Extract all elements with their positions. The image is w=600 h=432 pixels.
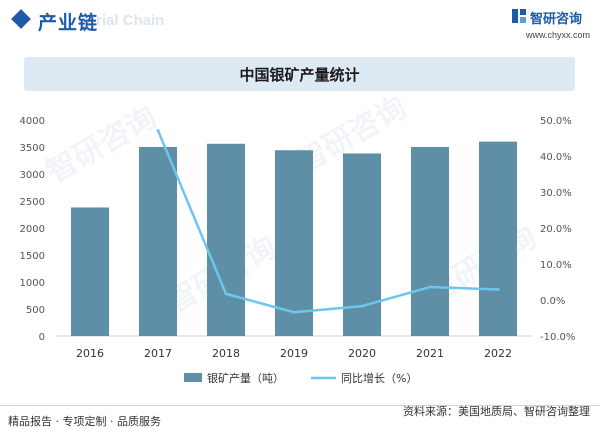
y-left-tick-label: 2500 <box>20 197 45 208</box>
brand-logo-icon <box>512 9 526 23</box>
growth-point <box>360 304 364 308</box>
y-right-tick-label: 30.0% <box>540 188 572 199</box>
growth-point <box>292 310 296 314</box>
x-tick-label: 2017 <box>144 347 172 360</box>
bar <box>275 150 313 336</box>
chart: 0 500 1000 1500 2000 2500 3000 3500 4000 -10.0% 0.… <box>20 116 576 385</box>
bar <box>207 143 245 336</box>
legend-swatch-bar <box>184 373 202 382</box>
growth-line <box>156 129 499 314</box>
y-left-tick-label: 2000 <box>20 224 45 235</box>
header: 产业链 rial Chain 智研咨询 www.chyxx.com <box>0 0 600 44</box>
bar <box>71 207 109 336</box>
x-tick-label: 2021 <box>416 347 444 360</box>
y-left-tick-label: 3500 <box>20 143 45 154</box>
growth-point <box>428 285 432 289</box>
y-left-tick-label: 3000 <box>20 170 45 181</box>
bar <box>343 153 381 336</box>
growth-point <box>224 292 228 296</box>
y-right-tick-label: 0.0% <box>540 296 565 307</box>
y-left-tick-label: 1500 <box>20 251 45 262</box>
y-right-tick-label: -10.0% <box>540 332 575 343</box>
section-title: 产业链 <box>38 12 99 34</box>
y-left-tick-label: 4000 <box>20 116 45 127</box>
growth-point <box>496 288 500 292</box>
brand-name: 智研咨询 <box>530 12 583 27</box>
x-tick-label: 2018 <box>212 347 240 360</box>
y-right-tick-label: 20.0% <box>540 224 572 235</box>
section-subtitle: rial Chain <box>96 12 165 29</box>
x-tick-label: 2016 <box>76 347 104 360</box>
x-tick-label: 2019 <box>280 347 308 360</box>
x-tick-label: 2022 <box>484 347 512 360</box>
footer-slogan: 精品报告 · 专项定制 · 品质服务 <box>8 415 161 428</box>
y-left-tick-label: 500 <box>26 305 45 316</box>
y-left-tick-label: 0 <box>39 332 45 343</box>
y-left-tick-label: 1000 <box>20 278 45 289</box>
chart-title: 中国银矿产量统计 <box>239 66 360 84</box>
y-right-tick-label: 50.0% <box>540 116 572 127</box>
growth-point <box>156 128 160 132</box>
bar <box>139 147 177 336</box>
y-right-tick-label: 40.0% <box>540 152 572 163</box>
x-tick-label: 2020 <box>348 347 376 360</box>
footer-source: 资料来源：美国地质局、智研咨询整理 <box>403 405 590 418</box>
bar <box>411 147 449 336</box>
footer-divider <box>0 405 600 406</box>
legend-label-bar: 银矿产量（吨） <box>207 371 284 385</box>
brand-url: www.chyxx.com <box>525 30 590 40</box>
y-right-tick-label: 10.0% <box>540 260 572 271</box>
bar <box>479 141 517 336</box>
chart-title-bar: 中国银矿产量统计 <box>24 57 575 91</box>
legend-label-line: 同比增长（%） <box>341 371 417 385</box>
